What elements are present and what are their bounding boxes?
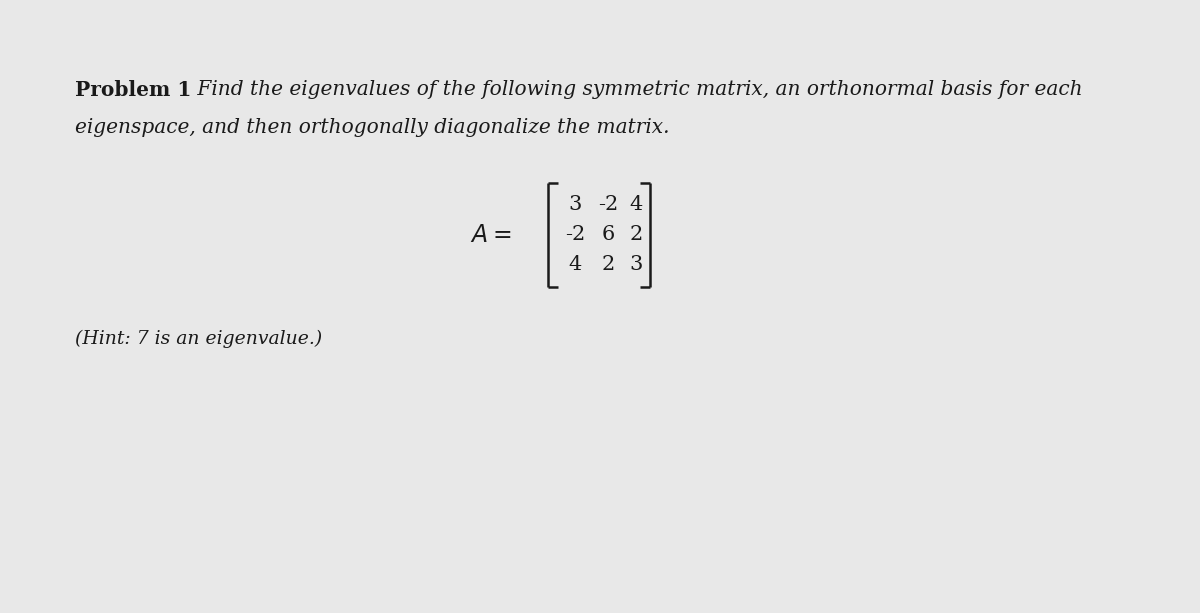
Text: 4: 4 (569, 256, 582, 275)
Text: Problem 1: Problem 1 (74, 80, 191, 100)
Text: 3: 3 (629, 256, 643, 275)
Text: -2: -2 (565, 226, 586, 245)
Text: 3: 3 (569, 196, 582, 215)
Text: $A =$: $A =$ (470, 224, 511, 246)
Text: (Hint: 7 is an eigenvalue.): (Hint: 7 is an eigenvalue.) (74, 330, 323, 348)
Text: eigenspace, and then orthogonally diagonalize the matrix.: eigenspace, and then orthogonally diagon… (74, 118, 670, 137)
Text: Find the eigenvalues of the following symmetric matrix, an orthonormal basis for: Find the eigenvalues of the following sy… (191, 80, 1084, 99)
Text: -2: -2 (598, 196, 618, 215)
Text: Problem 1 Find the eigenvalues of the following symmetric matrix, an orthonormal: Problem 1 Find the eigenvalues of the fo… (74, 80, 1072, 99)
Text: 2: 2 (629, 226, 643, 245)
Text: 6: 6 (601, 226, 614, 245)
Text: 2: 2 (601, 256, 614, 275)
Text: 4: 4 (629, 196, 643, 215)
